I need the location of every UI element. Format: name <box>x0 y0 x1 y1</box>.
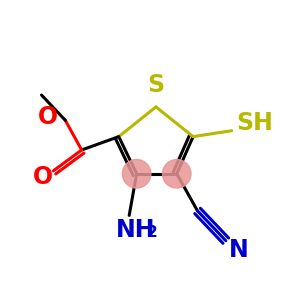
Circle shape <box>163 160 191 188</box>
Text: S: S <box>147 73 164 97</box>
Text: SH: SH <box>236 111 273 135</box>
Text: NH: NH <box>116 218 155 242</box>
Text: O: O <box>33 165 53 189</box>
Text: O: O <box>38 105 58 129</box>
Text: 2: 2 <box>147 225 158 240</box>
Circle shape <box>122 160 151 188</box>
Text: N: N <box>229 238 249 262</box>
